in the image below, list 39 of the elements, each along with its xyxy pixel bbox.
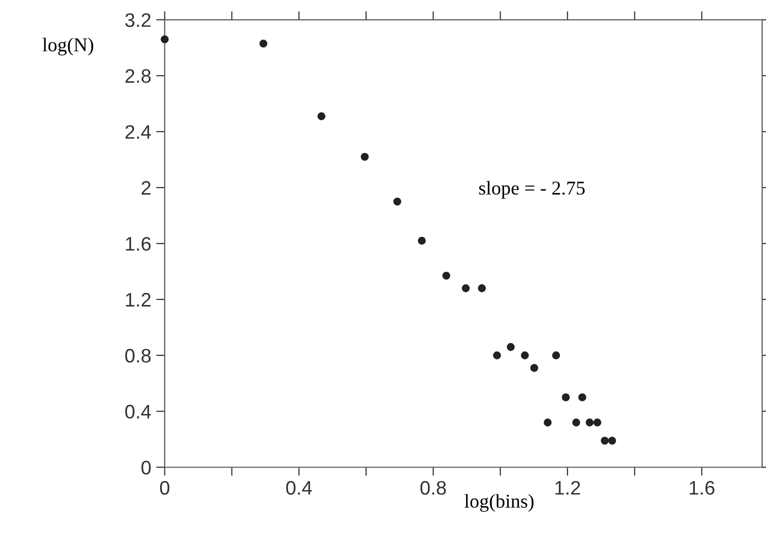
x-tick-label: 0.8 [420, 480, 446, 495]
y-axis-title: log(N) [42, 38, 94, 56]
y-tick-label: 2.4 [125, 125, 151, 139]
x-tick-label: 0.4 [286, 480, 312, 495]
point [418, 236, 426, 245]
y-tick-label: 0.4 [125, 404, 151, 419]
point [600, 436, 609, 445]
y-tick-label: 2.8 [125, 69, 151, 83]
point [506, 343, 515, 351]
point [478, 284, 486, 292]
point [593, 418, 602, 426]
point [586, 418, 594, 426]
point [520, 351, 529, 360]
y-tick-label: 2 [142, 181, 151, 195]
point [544, 418, 552, 426]
point [608, 436, 616, 445]
point [572, 418, 580, 426]
y-tick-label: 3.2 [125, 13, 151, 27]
x-tick-label: 1.2 [555, 480, 580, 495]
point [393, 198, 402, 206]
y-tick-label: 1.2 [126, 292, 151, 306]
point [578, 393, 586, 402]
point [493, 351, 501, 360]
annotation: slope = - 2.75 [479, 180, 585, 199]
x-tick-label: 1.6 [690, 480, 714, 495]
point [259, 40, 268, 48]
point [552, 351, 560, 360]
y-tick-label: 0.8 [125, 348, 151, 363]
y-tick-label: 0 [141, 460, 151, 474]
y-tick-label: 1.6 [126, 236, 151, 251]
point [317, 112, 326, 120]
point [442, 272, 450, 280]
point [462, 284, 470, 292]
point [360, 152, 369, 161]
point [562, 393, 570, 402]
x-tick-label: 0 [160, 480, 170, 495]
point [530, 364, 538, 372]
point [160, 35, 169, 44]
x-axis-title: log(bins) [464, 494, 534, 512]
